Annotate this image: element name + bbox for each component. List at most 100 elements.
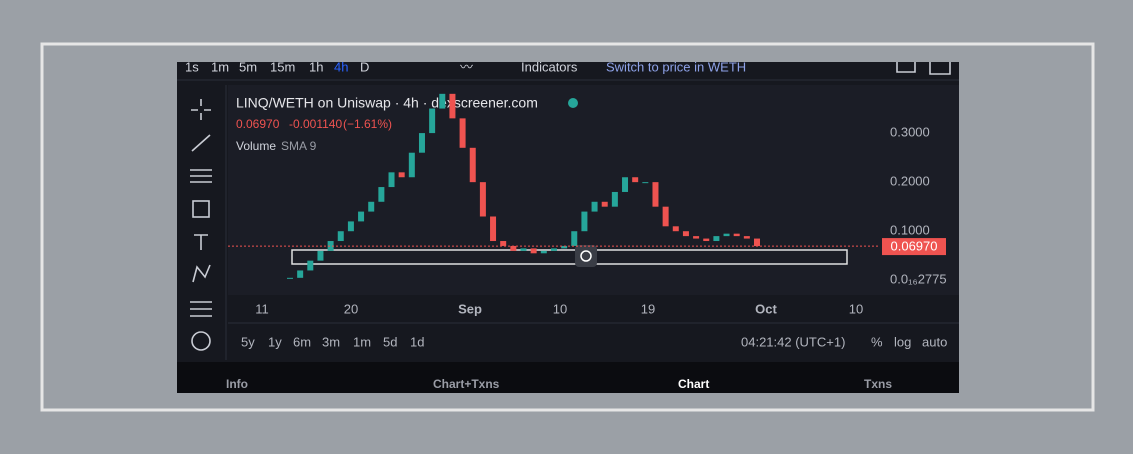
chart-title: LINQ/WETH on Uniswap · 4h · dexscreener.…: [236, 95, 538, 111]
interval-button[interactable]: D: [360, 59, 369, 74]
candle: [459, 118, 466, 148]
tool-icons: [190, 99, 212, 351]
measure-tool[interactable]: [190, 301, 212, 317]
x-tick-label: 11: [255, 301, 269, 316]
range-selector[interactable]: [291, 249, 848, 265]
tab[interactable]: Chart: [678, 377, 709, 391]
change: -0.001140: [289, 117, 342, 131]
candle: [479, 182, 486, 217]
range-button[interactable]: 5y: [241, 334, 255, 349]
candle: [307, 260, 314, 271]
interval-button[interactable]: 1s: [185, 59, 199, 74]
reset-icon: [580, 250, 592, 262]
x-tick-label: Oct: [755, 301, 777, 316]
current-price-box: [882, 238, 946, 256]
range-button[interactable]: 1m: [353, 334, 371, 349]
candle: [337, 231, 344, 242]
y-tick-label: 0.3000: [890, 125, 930, 140]
candle: [317, 250, 324, 261]
x-tick-label: Sep: [458, 301, 482, 316]
candle: [581, 211, 588, 232]
tab[interactable]: Info: [226, 377, 248, 391]
candle: [429, 108, 436, 134]
candle: [530, 248, 537, 254]
scale-option[interactable]: auto: [922, 334, 947, 349]
candle: [378, 187, 385, 202]
candle: [418, 133, 425, 153]
x-tick-label: 10: [553, 301, 567, 316]
emoji-tool[interactable]: [191, 331, 211, 351]
candle: [347, 221, 354, 232]
candle: [713, 236, 720, 242]
interval-button[interactable]: 15m: [270, 59, 295, 74]
candle: [500, 241, 507, 246]
candle: [672, 226, 679, 232]
settings-icons[interactable]: [896, 62, 951, 75]
change-pct: (−1.61%): [343, 117, 392, 131]
candle: [561, 245, 568, 249]
candle: [632, 177, 639, 183]
candle: [733, 233, 740, 237]
text-tool[interactable]: [194, 234, 208, 250]
line-tool[interactable]: [191, 134, 211, 152]
candle: [510, 245, 517, 251]
candle: [327, 241, 334, 251]
candle: [703, 238, 710, 242]
reset-button[interactable]: [575, 245, 597, 267]
crosshair-tool[interactable]: [191, 99, 211, 120]
interval-button[interactable]: 4h: [334, 59, 348, 74]
candle: [723, 233, 730, 237]
candle: [358, 211, 365, 222]
interval-button[interactable]: 1h: [309, 59, 323, 74]
interval-button[interactable]: 5m: [239, 59, 257, 74]
volume-sma: SMA 9: [281, 139, 317, 153]
range-button[interactable]: 1y: [268, 334, 282, 349]
candle: [520, 248, 527, 251]
candle: [408, 152, 415, 178]
candle: [449, 93, 456, 119]
candle: [601, 201, 608, 207]
chart-type[interactable]: 〰: [460, 59, 473, 74]
tab[interactable]: Chart+Txns: [433, 377, 500, 391]
scale-option[interactable]: %: [871, 334, 883, 349]
candle: [550, 248, 557, 251]
frame: [40, 42, 1095, 412]
range-button[interactable]: 1d: [410, 334, 424, 349]
y-tick-label: 0.2000: [890, 174, 930, 189]
candle: [693, 236, 700, 239]
x-tick-label: 19: [641, 301, 655, 316]
candle: [754, 238, 760, 247]
candle: [652, 182, 659, 207]
candle: [611, 191, 618, 207]
candle: [642, 182, 649, 184]
shape-tool[interactable]: [192, 200, 210, 218]
candle: [540, 250, 547, 254]
last-price: 0.06970: [236, 117, 280, 131]
candle: [439, 93, 446, 109]
candle: [287, 277, 293, 279]
tab-bar: [177, 362, 959, 393]
range-button[interactable]: 3m: [322, 334, 340, 349]
interval-button[interactable]: 1m: [211, 59, 229, 74]
candle: [743, 236, 750, 239]
candle: [490, 216, 497, 242]
candle: [297, 270, 304, 278]
pattern-tool[interactable]: [192, 264, 211, 283]
toolbar-icons: [896, 62, 951, 75]
candle: [398, 172, 405, 178]
candle: [622, 177, 629, 192]
range-button[interactable]: 5d: [383, 334, 397, 349]
indicators-button[interactable]: Indicators: [521, 59, 578, 74]
x-tick-label: 20: [344, 301, 358, 316]
x-tick-label: 10: [849, 301, 863, 316]
candle: [368, 201, 375, 212]
candle: [662, 206, 669, 227]
scale-option[interactable]: log: [894, 334, 911, 349]
range-button[interactable]: 6m: [293, 334, 311, 349]
status-dot: [568, 98, 578, 108]
switch-button[interactable]: Switch to price in WETH: [606, 59, 746, 74]
tab[interactable]: Txns: [864, 377, 892, 391]
current-price-label: 0.06970: [891, 239, 938, 254]
fib-tool[interactable]: [190, 169, 212, 183]
